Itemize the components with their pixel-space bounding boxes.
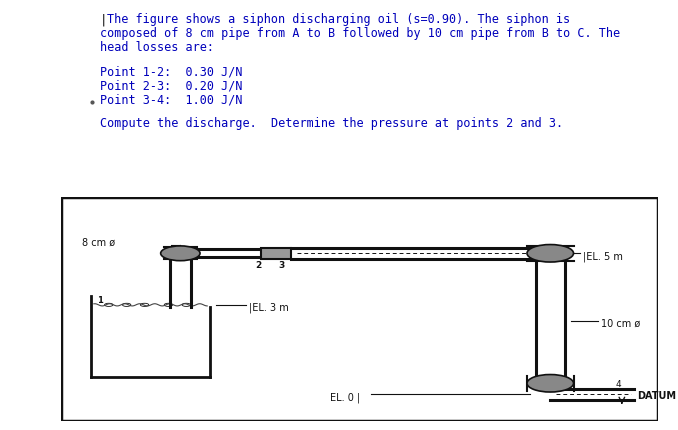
Circle shape bbox=[527, 245, 574, 262]
Circle shape bbox=[161, 246, 200, 261]
Text: 2: 2 bbox=[255, 260, 261, 269]
Text: 4: 4 bbox=[616, 379, 622, 388]
Text: EL. 0 |: EL. 0 | bbox=[330, 392, 360, 402]
Circle shape bbox=[527, 375, 574, 392]
Text: Compute the discharge.  Determine the pressure at points 2 and 3.: Compute the discharge. Determine the pre… bbox=[100, 117, 563, 130]
Text: |: | bbox=[100, 13, 108, 26]
Text: DATUM: DATUM bbox=[637, 390, 676, 400]
Text: The figure shows a siphon discharging oil (s=0.90). The siphon is: The figure shows a siphon discharging oi… bbox=[107, 13, 570, 26]
Text: |EL. 5 m: |EL. 5 m bbox=[583, 251, 623, 261]
Text: 10 cm ø: 10 cm ø bbox=[601, 318, 640, 328]
Bar bbox=[261, 248, 291, 259]
Text: |EL. 3 m: |EL. 3 m bbox=[249, 302, 289, 313]
Text: 3: 3 bbox=[279, 260, 285, 269]
Text: 8 cm ø: 8 cm ø bbox=[82, 237, 115, 247]
Text: Point 1-2:  0.30 J/N: Point 1-2: 0.30 J/N bbox=[100, 65, 243, 78]
Text: 1: 1 bbox=[97, 295, 102, 304]
Text: Point 3-4:  1.00 J/N: Point 3-4: 1.00 J/N bbox=[100, 93, 243, 106]
Text: head losses are:: head losses are: bbox=[100, 41, 214, 54]
Text: composed of 8 cm pipe from A to B followed by 10 cm pipe from B to C. The: composed of 8 cm pipe from A to B follow… bbox=[100, 27, 620, 40]
Text: Point 2-3:  0.20 J/N: Point 2-3: 0.20 J/N bbox=[100, 79, 243, 92]
